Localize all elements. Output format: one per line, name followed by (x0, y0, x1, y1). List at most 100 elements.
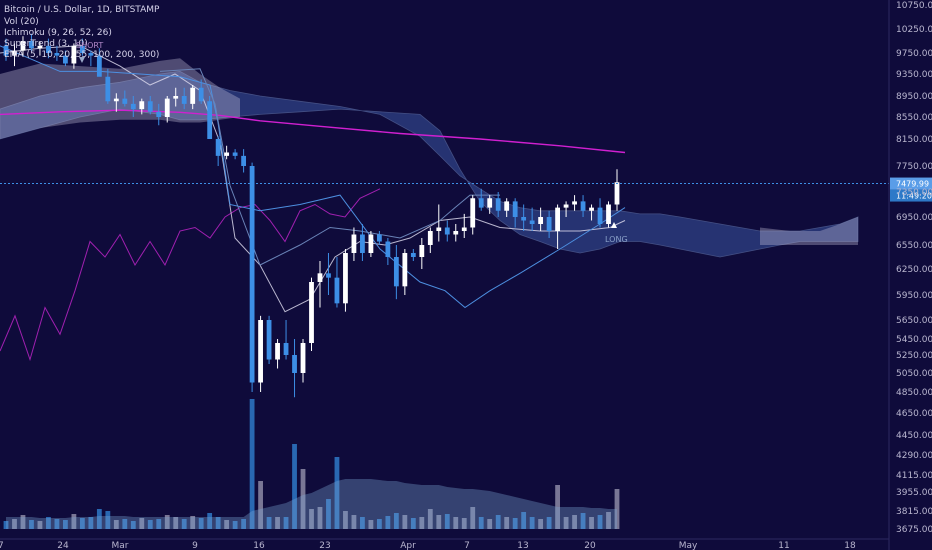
candle-body[interactable] (334, 277, 340, 304)
candle-body[interactable] (292, 355, 297, 373)
candle-body[interactable] (54, 53, 60, 56)
candle-body[interactable] (241, 155, 247, 166)
candle-body[interactable] (130, 103, 136, 110)
candle-body[interactable] (113, 98, 119, 102)
candle-body[interactable] (360, 234, 365, 254)
short-signal-arrow-icon (79, 57, 85, 63)
candles-layer[interactable] (3, 33, 620, 398)
volume-bar (113, 520, 119, 529)
price-tick-label: 8550.00 (896, 113, 932, 123)
price-axis[interactable]: 10750.00 10250.00 9750.00 9350.00 8950.00 855… (896, 1, 932, 535)
candle-body[interactable] (393, 257, 399, 287)
candle-body[interactable] (164, 98, 170, 117)
candle-body[interactable] (487, 198, 493, 208)
candle-body[interactable] (495, 198, 501, 211)
candle-body[interactable] (181, 96, 187, 104)
candle-body[interactable] (326, 273, 331, 278)
volume-bar (563, 517, 569, 529)
candle-body[interactable] (300, 343, 306, 373)
candle-body[interactable] (419, 245, 425, 257)
volume-bar (266, 517, 272, 529)
candle-body[interactable] (266, 320, 272, 360)
candle-body[interactable] (580, 201, 586, 211)
candle-body[interactable] (317, 273, 323, 282)
candle-body[interactable] (29, 41, 34, 49)
candle-body[interactable] (232, 152, 238, 156)
candle-body[interactable] (436, 227, 442, 232)
volume-bar (470, 507, 476, 529)
candle-body[interactable] (139, 101, 145, 110)
volume-bar (207, 513, 213, 529)
candle-body[interactable] (563, 204, 569, 208)
volume-bar (156, 519, 162, 529)
candle-body[interactable] (351, 234, 357, 254)
candle-body[interactable] (147, 101, 153, 112)
candle-body[interactable] (173, 96, 179, 99)
candle-body[interactable] (343, 253, 348, 304)
candle-body[interactable] (105, 76, 111, 102)
candle-body[interactable] (538, 217, 544, 224)
candle-body[interactable] (529, 220, 535, 225)
volume-bar (164, 515, 170, 529)
candle-body[interactable] (521, 217, 527, 221)
candle-body[interactable] (572, 201, 577, 205)
long-signal-arrow-icon (611, 222, 617, 228)
candle-body[interactable] (258, 320, 263, 383)
candle-body[interactable] (79, 45, 85, 53)
volume-bar (215, 517, 221, 529)
candle-body[interactable] (207, 101, 213, 139)
candle-body[interactable] (190, 87, 196, 104)
candle-body[interactable] (368, 234, 374, 254)
candle-body[interactable] (427, 231, 433, 245)
candle-body[interactable] (275, 343, 280, 360)
volume-bar (360, 517, 365, 529)
candle-body[interactable] (249, 166, 255, 383)
candle-body[interactable] (402, 253, 408, 287)
candle-body[interactable] (20, 41, 26, 51)
candle-body[interactable] (46, 45, 51, 53)
price-tick-label: 4850.00 (896, 388, 932, 398)
volume-bar (410, 518, 416, 529)
candle-body[interactable] (12, 50, 17, 56)
candle-body[interactable] (96, 55, 102, 77)
candle-body[interactable] (224, 152, 230, 156)
volume-bar (487, 519, 493, 529)
candle-body[interactable] (555, 207, 560, 231)
candle-body[interactable] (597, 207, 603, 224)
candle-body[interactable] (37, 45, 43, 49)
time-tick-label: 7 (464, 541, 470, 550)
candle-body[interactable] (410, 253, 416, 257)
candle-body[interactable] (444, 227, 450, 235)
candle-body[interactable] (470, 198, 476, 228)
candle-body[interactable] (614, 182, 620, 205)
candle-body[interactable] (376, 234, 382, 242)
candle-body[interactable] (122, 98, 128, 104)
price-tick-label: 7350.00 (896, 188, 932, 198)
candle-body[interactable] (504, 201, 510, 211)
candle-body[interactable] (198, 87, 204, 102)
candle-body[interactable] (3, 45, 9, 56)
time-tick-label: 23 (319, 541, 330, 550)
candle-body[interactable] (71, 45, 77, 64)
candle-body[interactable] (88, 53, 94, 56)
candle-body[interactable] (453, 231, 459, 235)
candle-body[interactable] (606, 204, 611, 225)
volume-bar (300, 469, 306, 529)
price-tick-label: 6250.00 (896, 265, 932, 275)
candle-body[interactable] (63, 55, 68, 64)
candle-body[interactable] (461, 227, 467, 232)
volume-bar (614, 489, 620, 529)
time-axis[interactable]: 17 24 Mar 9 16 23 Apr 7 13 20 May 11 18 (0, 538, 889, 550)
candle-body[interactable] (478, 198, 484, 208)
candle-body[interactable] (589, 207, 594, 211)
candle-body[interactable] (309, 282, 314, 343)
candle-body[interactable] (546, 217, 552, 231)
candle-body[interactable] (156, 111, 162, 117)
candle-body[interactable] (215, 139, 221, 156)
candle-body[interactable] (512, 201, 518, 217)
candle-body[interactable] (385, 241, 391, 258)
candle-body[interactable] (283, 343, 289, 355)
time-tick-label: 11 (778, 541, 789, 550)
